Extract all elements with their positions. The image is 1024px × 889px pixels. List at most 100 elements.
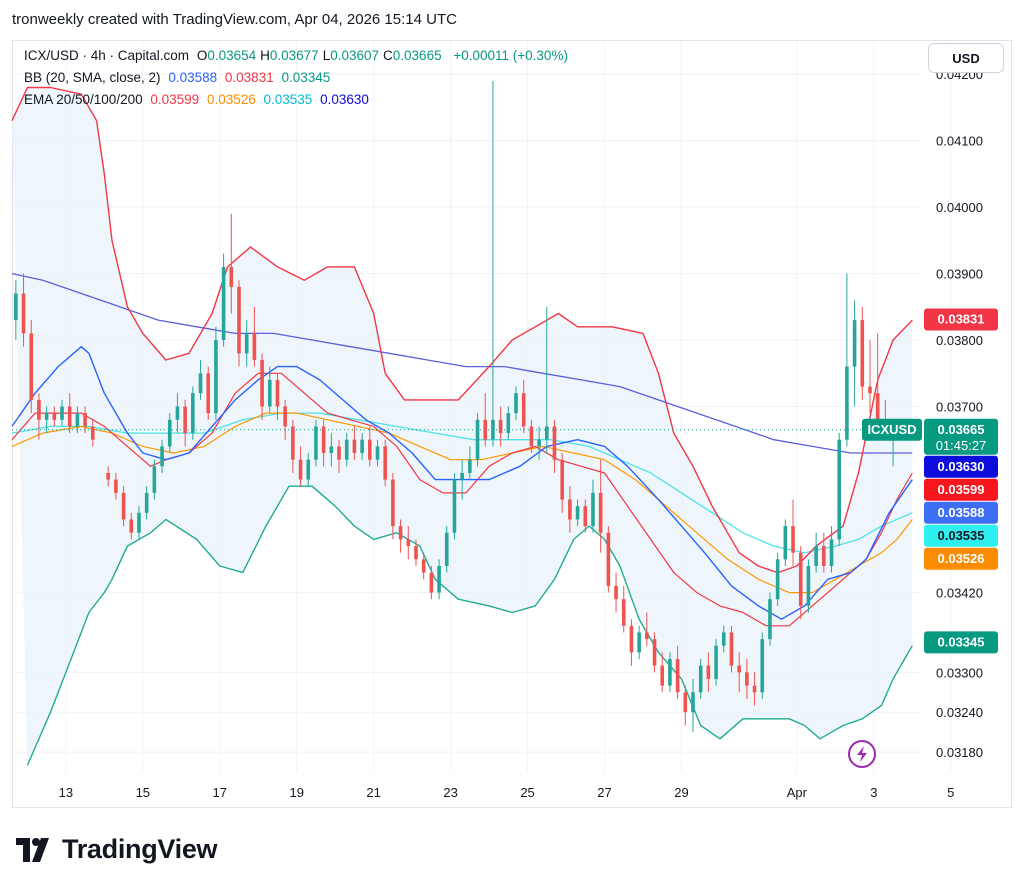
tradingview-logo: TradingView: [16, 834, 218, 865]
candle: [391, 472, 395, 540]
candle: [568, 486, 572, 533]
legend-ohlc-key-c: C: [383, 48, 393, 63]
candle: [791, 499, 795, 566]
candle: [183, 399, 187, 447]
candle-body: [721, 632, 726, 646]
candle: [252, 306, 257, 367]
candle-body: [483, 419, 488, 440]
price-tag-value: 0.03526: [938, 551, 985, 566]
candle: [814, 532, 818, 573]
candle-body: [314, 426, 318, 460]
legend-ema-line[interactable]: EMA 20/50/100/200 0.03599 0.03526 0.0353…: [24, 92, 373, 107]
axes: 0.042000.041000.040000.039000.038000.037…: [59, 67, 983, 800]
candle-body: [698, 665, 703, 693]
candle: [398, 519, 403, 553]
candle: [237, 280, 241, 367]
price-tag: 0.03588: [924, 501, 998, 524]
candle: [660, 652, 665, 693]
candle: [698, 659, 703, 699]
candle: [606, 526, 611, 593]
x-tick-label: 15: [136, 785, 150, 800]
candle-body: [137, 512, 141, 533]
candle: [829, 526, 834, 573]
candle-body: [668, 659, 672, 686]
candle-body: [391, 479, 395, 527]
candle-body: [260, 359, 264, 407]
candle: [675, 645, 680, 699]
x-tick-label: 25: [520, 785, 534, 800]
candle: [691, 678, 695, 733]
candle-body: [152, 466, 157, 493]
candle: [598, 459, 603, 553]
legend-ema200: 0.03630: [320, 92, 369, 107]
candle: [468, 446, 472, 480]
candle: [267, 366, 272, 414]
candle: [344, 433, 349, 467]
candle-body: [14, 293, 18, 321]
line-ema200: [11, 272, 913, 454]
candle-body: [783, 526, 788, 560]
candle: [652, 632, 657, 673]
candle-body: [237, 286, 241, 354]
candle-body: [691, 692, 695, 713]
candle-body: [629, 625, 634, 653]
legend-ohlc-key-o: O: [196, 48, 208, 63]
candle-body: [398, 526, 403, 540]
candle: [229, 213, 234, 314]
price-tag: 0.03526: [924, 547, 998, 570]
candle-body: [506, 413, 511, 434]
candle-body: [275, 379, 280, 407]
candle-body: [160, 446, 164, 467]
candle-body: [521, 393, 526, 427]
lightning-icon[interactable]: [848, 740, 876, 768]
candle-body: [90, 426, 95, 440]
candle: [329, 433, 334, 467]
legend-ohlc-value-o: 0.03654: [207, 48, 257, 63]
candle-body: [298, 459, 303, 480]
candle-body: [129, 519, 134, 533]
candle-body: [283, 406, 287, 427]
candle: [14, 280, 18, 341]
candle: [167, 413, 172, 454]
candle: [491, 80, 495, 447]
candle: [337, 439, 341, 473]
candle-body: [760, 639, 765, 693]
candle-body: [414, 546, 418, 560]
candle-body: [321, 426, 326, 454]
legend-bb-line[interactable]: BB (20, SMA, close, 2) 0.03588 0.03831 0…: [24, 70, 334, 85]
candle: [822, 532, 826, 573]
candle-body: [221, 266, 226, 341]
price-tag: 0.03599: [924, 478, 998, 501]
candle-body: [745, 672, 749, 686]
currency-button[interactable]: USD: [928, 43, 1004, 73]
candle-body: [737, 665, 741, 673]
candle-body: [598, 492, 603, 533]
candle: [406, 526, 411, 560]
candle: [383, 439, 388, 487]
candle-body: [706, 665, 711, 679]
candle-body: [591, 492, 595, 527]
candle-body: [583, 506, 588, 527]
candle-body: [621, 599, 626, 626]
price-tag-bg: [924, 524, 998, 547]
candle-body: [267, 379, 272, 407]
candle: [752, 672, 757, 706]
y-tick-label: 0.03180: [936, 745, 983, 760]
x-tick-label: 13: [59, 785, 73, 800]
candle: [368, 426, 372, 467]
candle: [806, 559, 811, 613]
candle: [121, 486, 126, 527]
candle-body: [491, 419, 495, 440]
candle-body: [337, 446, 341, 460]
legend-symbol[interactable]: ICX/USD · 4h · Capital.com: [24, 48, 190, 63]
price-tag-value: 0.03345: [938, 634, 985, 649]
candle-body: [606, 532, 611, 586]
candle-body: [206, 373, 211, 414]
legend-ohlc-key-h: H: [260, 48, 270, 63]
candle: [29, 320, 34, 414]
candle-body: [114, 479, 118, 493]
price-tag-bg: [924, 418, 998, 455]
candle-body: [791, 526, 795, 553]
price-tag-bg: [924, 547, 998, 570]
